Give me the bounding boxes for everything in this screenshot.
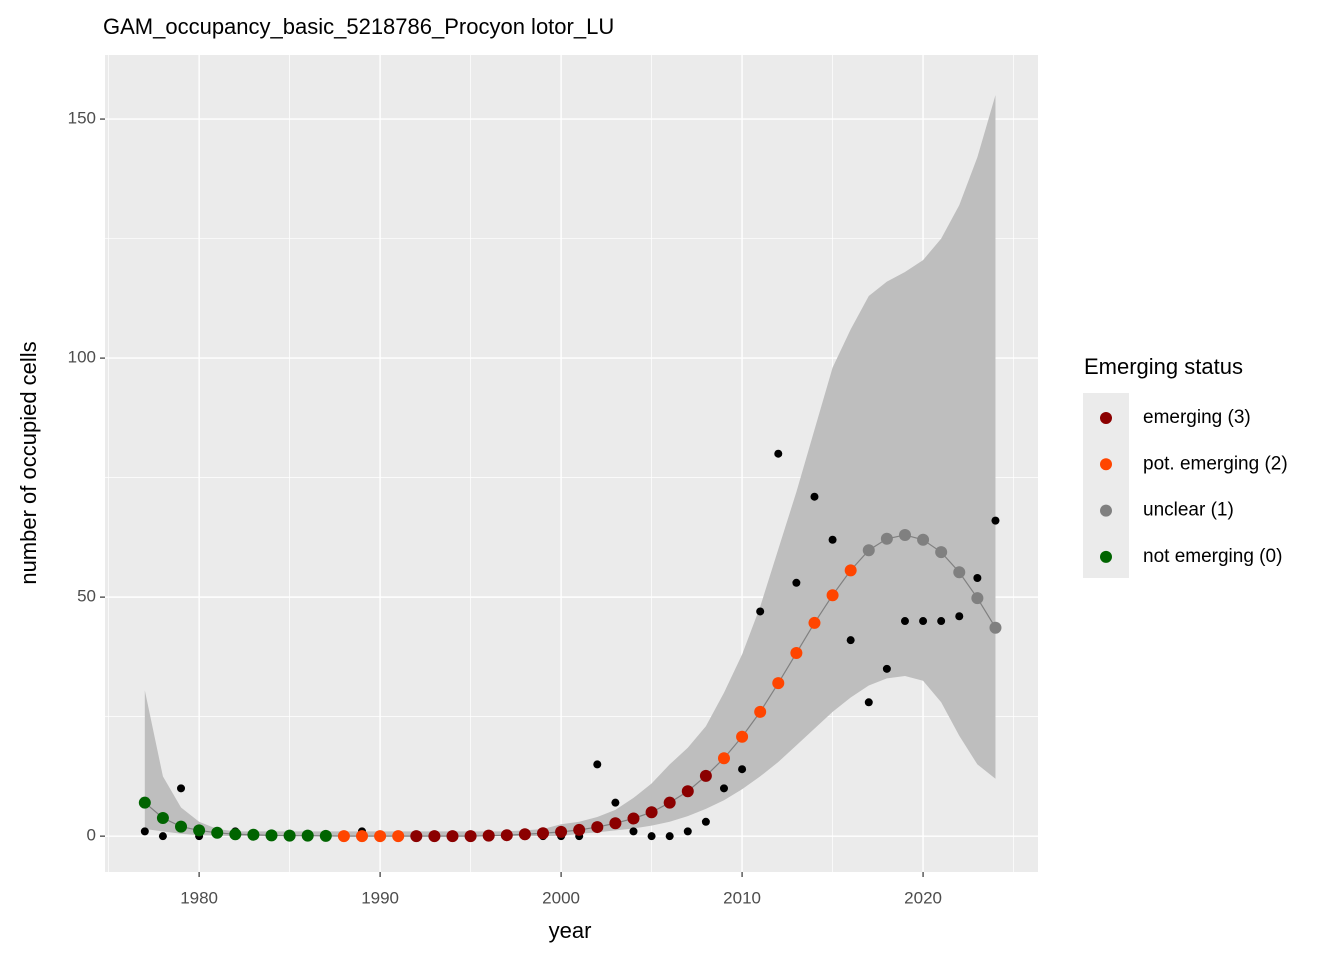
observed-point [738,765,747,774]
fitted-point [862,544,875,557]
observed-point [593,760,602,769]
legend-label: unclear (1) [1143,500,1234,521]
observed-point [991,516,1000,525]
x-tick-label: 2010 [723,888,761,907]
fitted-point [337,830,350,843]
observed-point [756,607,765,616]
fitted-point [247,828,260,841]
confidence-band [144,95,996,837]
y-axis-label: number of occupied cells [16,341,41,584]
fitted-point [265,829,278,842]
legend-key [1100,504,1112,517]
observed-point [177,784,186,793]
observed-point [864,698,873,707]
legend-label: not emerging (0) [1143,546,1282,567]
fitted-point [663,796,676,809]
x-axis-label: year [549,918,592,943]
fitted-point [645,806,658,819]
fitted-point [482,829,495,842]
observed-point [810,492,819,501]
fitted-point [446,830,459,843]
fitted-point [464,830,477,843]
observed-point [919,617,928,626]
fitted-point [428,830,441,843]
observed-point [937,617,946,626]
observed-point [683,827,692,836]
observed-point [900,617,909,626]
fitted-point [156,811,169,824]
observed-point [828,535,837,544]
observed-point [955,612,964,621]
legend-label: pot. emerging (2) [1143,453,1288,474]
fitted-point [374,830,387,843]
fitted-point [175,820,188,833]
fitted-point [609,817,622,830]
legend-key [1100,550,1112,563]
fitted-point [356,830,369,843]
fitted-point [301,829,314,842]
observed-point [647,832,656,841]
fitted-point [989,621,1002,634]
observed-point [792,578,801,587]
observed-point [774,449,783,458]
y-tick-label: 0 [87,826,96,845]
x-tick-label: 1990 [361,888,399,907]
fitted-point [808,616,821,629]
observed-point [846,636,855,645]
y-tick-label: 50 [77,587,96,606]
fitted-point [717,752,730,765]
fitted-point [319,829,332,842]
legend-key [1100,412,1112,424]
fitted-point [573,823,586,836]
fitted-point [555,825,568,838]
legend-label: emerging (3) [1143,407,1251,428]
fitted-point [971,592,984,605]
fitted-point [953,566,966,579]
observed-point [611,798,620,807]
fitted-point [790,647,803,660]
observed-point [629,827,638,836]
observed-point [140,827,149,836]
observed-point [701,817,710,826]
fitted-point [736,730,749,743]
fitted-point [754,705,767,718]
fitted-point [410,830,423,843]
observed-point [719,784,728,793]
legend-title: Emerging status [1084,354,1243,379]
y-tick-label: 100 [68,348,96,367]
fitted-point [627,812,640,825]
fitted-point [229,828,242,841]
fitted-point [826,589,839,602]
x-tick-label: 1980 [180,888,218,907]
fitted-point [392,830,405,843]
y-tick-label: 150 [68,109,96,128]
fitted-point [772,677,785,690]
fitted-point [681,785,694,798]
fitted-point [500,829,513,842]
chart-title: GAM_occupancy_basic_5218786_Procyon loto… [103,14,614,39]
fitted-point [138,796,151,809]
fitted-point [935,546,948,559]
fitted-point [193,824,206,837]
fitted-point [898,528,911,541]
fitted-point [917,533,930,546]
fitted-point [518,828,531,841]
observed-point [665,832,674,841]
fitted-point [591,821,604,834]
x-tick-label: 2000 [542,888,580,907]
observed-point [158,832,167,841]
fitted-point [699,769,712,782]
fitted-point [844,564,857,577]
observed-point [973,573,982,582]
observed-point [882,664,891,673]
x-tick-label: 2020 [904,888,942,907]
legend-key [1100,458,1112,471]
fitted-point [211,826,224,839]
fitted-point [536,827,549,840]
fitted-point [283,829,296,842]
fitted-point [880,532,893,545]
